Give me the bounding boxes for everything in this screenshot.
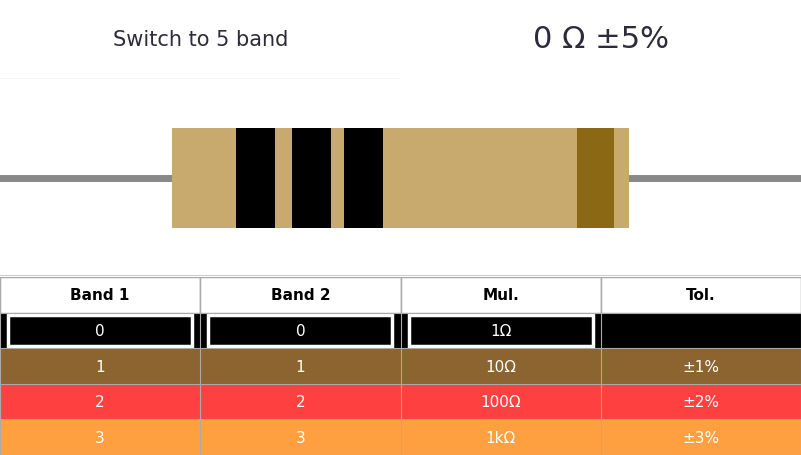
- Text: Band 2: Band 2: [271, 288, 330, 303]
- Bar: [236, 129, 275, 228]
- Bar: [601, 349, 801, 384]
- Text: ±3%: ±3%: [682, 430, 719, 445]
- Bar: [0, 349, 200, 384]
- Text: 2: 2: [296, 394, 305, 409]
- Bar: [0, 313, 200, 349]
- Text: Tol.: Tol.: [686, 288, 715, 303]
- Text: 3: 3: [296, 430, 305, 445]
- Text: 1Ω: 1Ω: [490, 324, 511, 338]
- Text: ±2%: ±2%: [682, 394, 719, 409]
- Text: ±1%: ±1%: [682, 359, 719, 374]
- Bar: [400, 313, 601, 349]
- Bar: [601, 420, 801, 455]
- Bar: [200, 313, 400, 349]
- Text: 3: 3: [95, 430, 105, 445]
- Text: 0 Ω ±5%: 0 Ω ±5%: [533, 25, 669, 54]
- Text: 10Ω: 10Ω: [485, 359, 516, 374]
- Text: 1kΩ: 1kΩ: [485, 430, 516, 445]
- Bar: [200, 384, 400, 420]
- Bar: [400, 384, 601, 420]
- Bar: [601, 384, 801, 420]
- Bar: [400, 278, 601, 313]
- Bar: [601, 278, 801, 313]
- Bar: [400, 349, 601, 384]
- Bar: [292, 129, 331, 228]
- Bar: [200, 349, 400, 384]
- Bar: [208, 315, 392, 346]
- Bar: [344, 129, 383, 228]
- Bar: [0, 420, 200, 455]
- Bar: [409, 315, 593, 346]
- Bar: [0, 278, 200, 313]
- Text: 2: 2: [95, 394, 105, 409]
- Text: Switch to 5 band: Switch to 5 band: [113, 30, 288, 50]
- Text: 0: 0: [95, 324, 105, 338]
- Text: 100Ω: 100Ω: [481, 394, 521, 409]
- Bar: [400, 420, 601, 455]
- Text: 0: 0: [296, 324, 305, 338]
- Bar: [172, 129, 629, 228]
- Text: 1: 1: [95, 359, 105, 374]
- Text: Band 1: Band 1: [70, 288, 130, 303]
- Text: Mul.: Mul.: [482, 288, 519, 303]
- Bar: [577, 129, 614, 228]
- Bar: [200, 278, 400, 313]
- Bar: [601, 313, 801, 349]
- Bar: [200, 420, 400, 455]
- Text: 1: 1: [296, 359, 305, 374]
- Bar: [0, 384, 200, 420]
- Bar: [8, 315, 192, 346]
